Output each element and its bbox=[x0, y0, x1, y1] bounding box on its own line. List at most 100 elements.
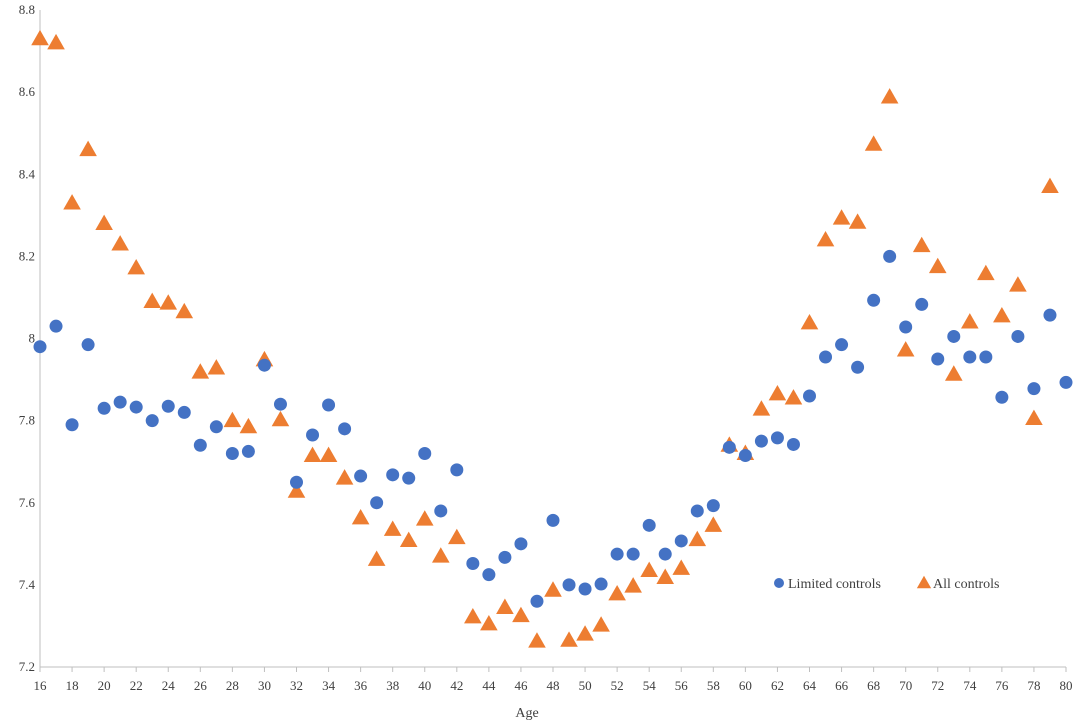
x-tick-label: 30 bbox=[258, 678, 271, 693]
y-tick-label: 7.4 bbox=[19, 577, 36, 592]
limited-controls-point bbox=[257, 358, 271, 372]
all-controls-point bbox=[961, 313, 979, 329]
y-tick-label: 8.8 bbox=[19, 2, 35, 17]
x-tick-labels: 16 18 20 22 24 26 28 30 32 34 36 38 40 42 44 46 48 50 52 54… bbox=[34, 667, 1073, 693]
limited-controls-point bbox=[578, 582, 592, 596]
limited-controls-point bbox=[161, 399, 175, 413]
limited-controls-point bbox=[97, 401, 111, 415]
all-controls-point bbox=[175, 302, 194, 319]
all-controls-point bbox=[415, 510, 434, 526]
all-controls-point bbox=[431, 547, 450, 563]
all-controls-point bbox=[928, 257, 947, 274]
limited-controls-point bbox=[658, 547, 672, 561]
data-points bbox=[31, 29, 1073, 648]
limited-controls-point bbox=[65, 418, 79, 432]
all-controls-point bbox=[47, 33, 65, 50]
all-controls-point bbox=[207, 359, 226, 375]
limited-controls-point bbox=[386, 468, 400, 482]
limited-controls-point bbox=[546, 513, 560, 527]
limited-controls-point bbox=[1043, 308, 1057, 322]
x-tick-label: 58 bbox=[707, 678, 720, 693]
y-tick-label: 7.6 bbox=[19, 495, 36, 510]
limited-controls-point bbox=[594, 577, 608, 591]
limited-controls-point bbox=[674, 534, 688, 548]
x-tick-label: 54 bbox=[643, 678, 657, 693]
all-controls-point bbox=[367, 550, 386, 566]
x-tick-label: 34 bbox=[322, 678, 336, 693]
all-controls-point bbox=[944, 365, 963, 381]
x-tick-label: 68 bbox=[867, 678, 880, 693]
all-controls-point bbox=[688, 530, 707, 547]
all-controls-point bbox=[752, 400, 771, 416]
limited-controls-point bbox=[145, 414, 159, 428]
y-tick-label: 8.2 bbox=[19, 248, 35, 263]
limited-controls-point bbox=[33, 340, 47, 354]
limited-controls-point bbox=[722, 440, 736, 454]
all-controls-point bbox=[79, 140, 97, 157]
legend: Limited controls All controls bbox=[774, 575, 1000, 592]
y-tick-label: 8.6 bbox=[19, 84, 36, 99]
limited-controls-point bbox=[338, 422, 352, 436]
all-controls-point bbox=[127, 258, 145, 275]
x-tick-label: 78 bbox=[1027, 678, 1040, 693]
limited-controls-point bbox=[883, 249, 897, 263]
limited-controls-point bbox=[786, 437, 800, 451]
all-controls-point bbox=[544, 581, 562, 597]
x-axis-title: Age bbox=[515, 706, 538, 721]
x-tick-label: 40 bbox=[418, 678, 431, 693]
all-controls-point bbox=[223, 411, 242, 428]
limited-controls-point bbox=[177, 405, 191, 419]
limited-controls-point bbox=[1011, 329, 1025, 343]
limited-controls-point bbox=[851, 360, 865, 374]
all-controls-point bbox=[880, 88, 899, 104]
limited-controls-point bbox=[1059, 375, 1073, 389]
all-controls-point bbox=[592, 616, 610, 632]
all-controls-point bbox=[111, 235, 129, 251]
limited-controls-point bbox=[1027, 382, 1041, 396]
all-controls-point bbox=[672, 559, 691, 575]
limited-controls-point bbox=[418, 446, 432, 460]
all-controls-point bbox=[640, 561, 658, 577]
limited-controls-point bbox=[803, 389, 816, 403]
x-tick-label: 42 bbox=[450, 678, 463, 693]
y-tick-label: 7.2 bbox=[19, 659, 35, 674]
all-controls-point bbox=[63, 194, 81, 210]
x-tick-label: 22 bbox=[130, 678, 143, 693]
limited-controls-point bbox=[947, 329, 961, 343]
all-controls-point bbox=[848, 213, 867, 229]
limited-controls-point bbox=[290, 475, 303, 489]
x-tick-label: 52 bbox=[611, 678, 624, 693]
limited-controls-point bbox=[370, 496, 384, 510]
legend-limited-controls-marker bbox=[774, 578, 784, 588]
all-controls-point bbox=[528, 632, 546, 648]
all-controls-point bbox=[912, 236, 931, 253]
x-tick-label: 70 bbox=[899, 678, 912, 693]
limited-controls-point bbox=[306, 428, 320, 442]
all-controls-point bbox=[656, 568, 675, 584]
limited-controls-point bbox=[835, 338, 849, 352]
x-tick-label: 44 bbox=[482, 678, 496, 693]
all-controls-point bbox=[704, 516, 723, 532]
all-controls-point bbox=[864, 135, 883, 151]
all-controls-point bbox=[239, 417, 258, 434]
x-tick-label: 64 bbox=[803, 678, 817, 693]
legend-all-controls-marker bbox=[916, 575, 932, 589]
x-tick-label: 48 bbox=[547, 678, 560, 693]
all-controls-point bbox=[287, 482, 306, 498]
all-controls-point bbox=[576, 625, 594, 641]
all-controls-point bbox=[768, 385, 787, 401]
x-tick-label: 46 bbox=[514, 678, 528, 693]
all-controls-point bbox=[832, 209, 851, 225]
limited-controls-point bbox=[434, 504, 448, 518]
all-controls-point bbox=[624, 577, 642, 593]
x-tick-label: 20 bbox=[98, 678, 111, 693]
all-controls-point bbox=[1041, 177, 1059, 194]
limited-controls-point bbox=[113, 395, 127, 409]
limited-controls-point bbox=[770, 431, 784, 445]
all-controls-point bbox=[319, 446, 338, 463]
limited-controls-point bbox=[322, 398, 336, 412]
x-tick-label: 28 bbox=[226, 678, 239, 693]
all-controls-point bbox=[480, 614, 498, 631]
legend-all-controls-label: All controls bbox=[933, 577, 1000, 592]
